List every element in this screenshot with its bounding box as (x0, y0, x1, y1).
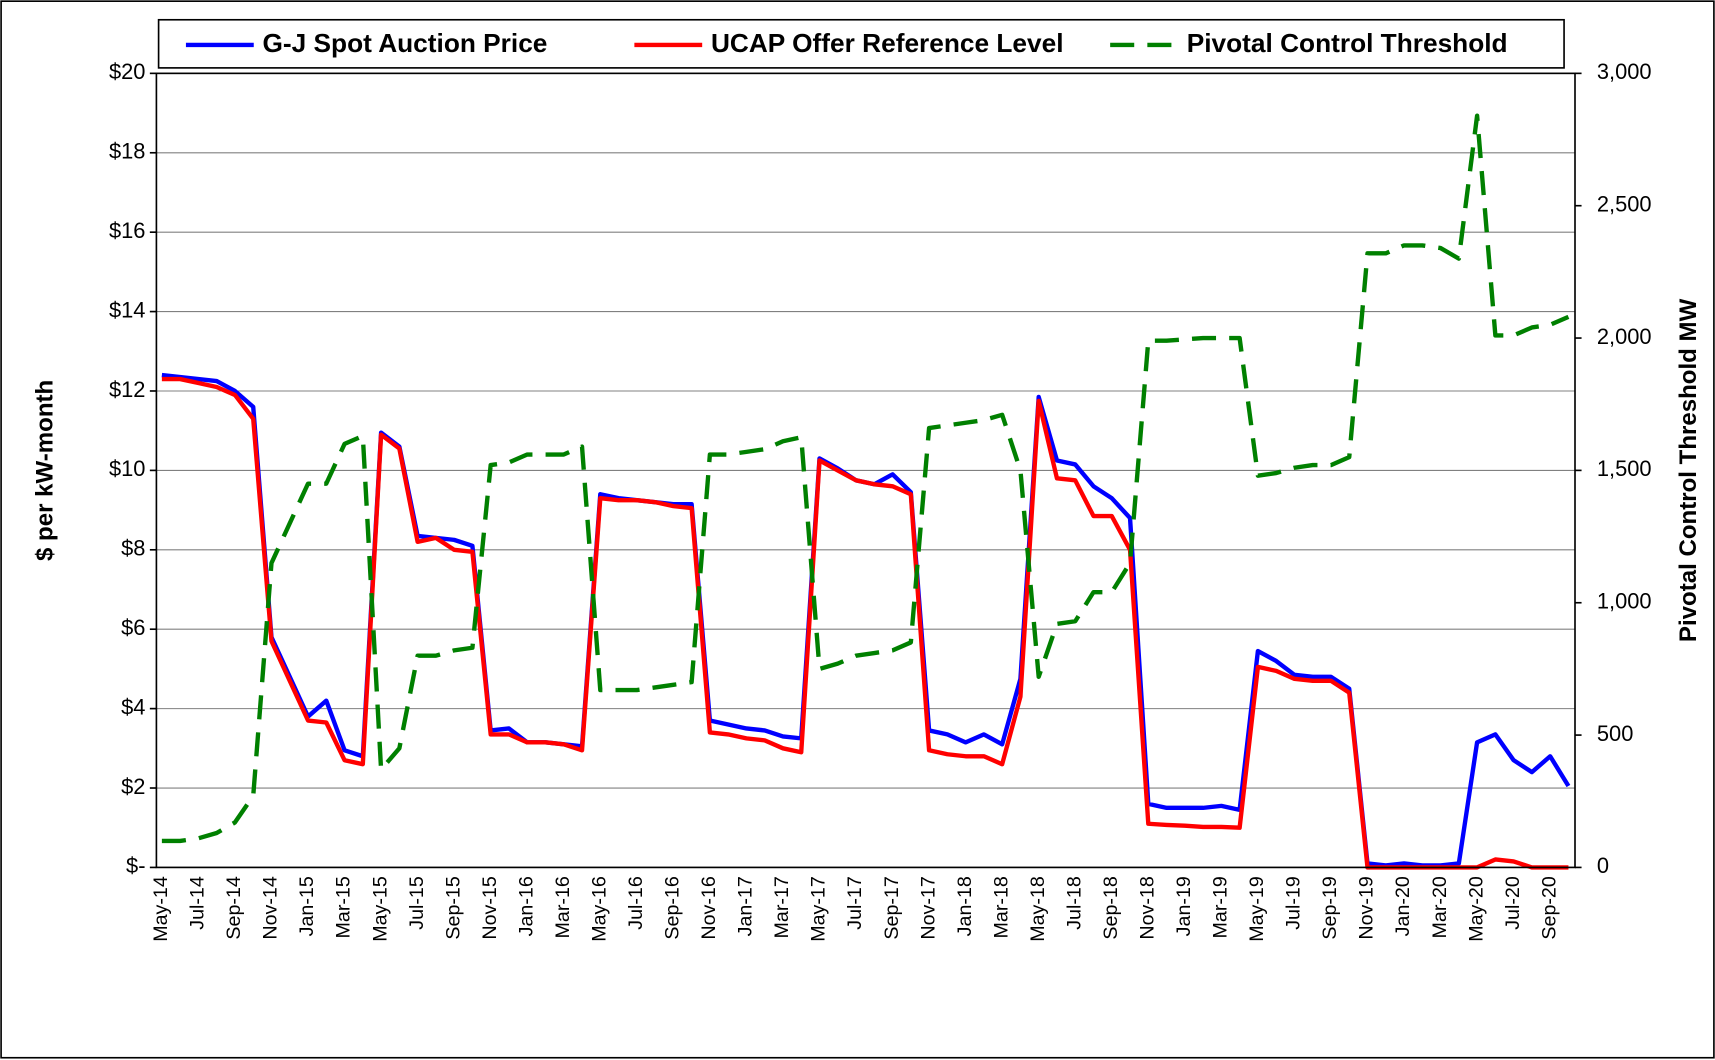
legend-label: G-J Spot Auction Price (263, 28, 548, 58)
y-tick-label: $- (126, 853, 145, 878)
x-tick-label: Jan-20 (1392, 876, 1414, 936)
y2-tick-label: 1,500 (1597, 456, 1652, 481)
y-tick-label: $16 (109, 218, 145, 243)
x-tick-label: Nov-17 (917, 876, 939, 939)
x-tick-label: Sep-15 (442, 876, 464, 939)
x-tick-label: Mar-20 (1429, 876, 1451, 938)
legend: G-J Spot Auction Price UCAP Offer Referen… (157, 18, 1565, 69)
x-tick-label: Mar-17 (771, 876, 793, 938)
y-tick-label: $4 (121, 694, 145, 719)
axes: $- $2 $4 $6 $8 $10 $12 $14 $16 $18 $20 0 500 1,000 1,5… (109, 59, 1652, 942)
y-tick-label: $10 (109, 456, 145, 481)
y-tick-label: $6 (121, 615, 145, 640)
x-tick-label: Jan-18 (954, 876, 976, 936)
x-tick-label: Nov-15 (479, 876, 501, 939)
x-tick-label: Sep-18 (1100, 876, 1122, 939)
x-tick-label: Sep-16 (662, 876, 684, 939)
y-tick-label: $18 (109, 139, 145, 164)
y2-tick-label: 0 (1597, 853, 1609, 878)
y-axis-title: $ per kW-month (31, 380, 58, 561)
legend-label: Pivotal Control Threshold (1187, 28, 1508, 58)
x-tick-label: Jan-16 (515, 876, 537, 936)
x-tick-label: Mar-18 (990, 876, 1012, 938)
x-tick-label: Nov-18 (1136, 876, 1158, 939)
x-tick-label: May-18 (1027, 876, 1049, 942)
x-tick-label: Sep-19 (1319, 876, 1341, 939)
series-line (161, 113, 1570, 844)
x-tick-label: Jul-14 (187, 876, 209, 930)
x-tick-label: Nov-16 (698, 876, 720, 939)
x-tick-label: Jan-15 (296, 876, 318, 936)
x-tick-label: May-17 (808, 876, 830, 942)
y2-tick-label: 1,000 (1597, 589, 1652, 614)
legend-label: UCAP Offer Reference Level (711, 28, 1064, 58)
y-tick-label: $8 (121, 536, 145, 561)
y-tick-label: $12 (109, 377, 145, 402)
y-tick-label: $20 (109, 59, 145, 84)
x-tick-label: May-19 (1246, 876, 1268, 942)
x-tick-label: Jul-20 (1502, 876, 1524, 930)
x-tick-label: Jul-17 (844, 876, 866, 930)
x-tick-label: Jul-15 (406, 876, 428, 930)
plot (161, 113, 1571, 870)
x-tick-label: May-16 (588, 876, 610, 942)
x-tick-label: Mar-16 (552, 876, 574, 938)
x-tick-label: Mar-19 (1210, 876, 1232, 938)
y2-tick-label: 2,000 (1597, 324, 1652, 349)
x-tick-label: Jul-18 (1063, 876, 1085, 930)
y-tick-label: $2 (121, 774, 145, 799)
y-tick-label: $14 (109, 297, 145, 322)
x-tick-label: May-14 (150, 876, 172, 942)
x-tick-label: Nov-19 (1356, 876, 1378, 939)
series-line (161, 376, 1569, 870)
x-tick-label: Jan-19 (1173, 876, 1195, 936)
y2-tick-label: 2,500 (1597, 191, 1652, 216)
x-tick-label: Sep-14 (223, 876, 245, 939)
y2-tick-label: 500 (1597, 721, 1633, 746)
y2-axis-title: Pivotal Control Threshold MW (1675, 298, 1702, 642)
legend-box (157, 18, 1565, 69)
x-tick-label: Jul-19 (1283, 876, 1305, 930)
x-tick-label: Jan-17 (735, 876, 757, 936)
y2-tick-label: 3,000 (1597, 59, 1652, 84)
x-tick-label: Sep-20 (1538, 876, 1560, 939)
x-tick-label: Sep-17 (881, 876, 903, 939)
x-tick-label: May-15 (369, 876, 391, 942)
x-tick-label: May-20 (1465, 876, 1487, 942)
x-tick-label: Nov-14 (260, 876, 282, 939)
x-tick-label: Mar-15 (333, 876, 355, 938)
x-tick-label: Jul-16 (625, 876, 647, 930)
